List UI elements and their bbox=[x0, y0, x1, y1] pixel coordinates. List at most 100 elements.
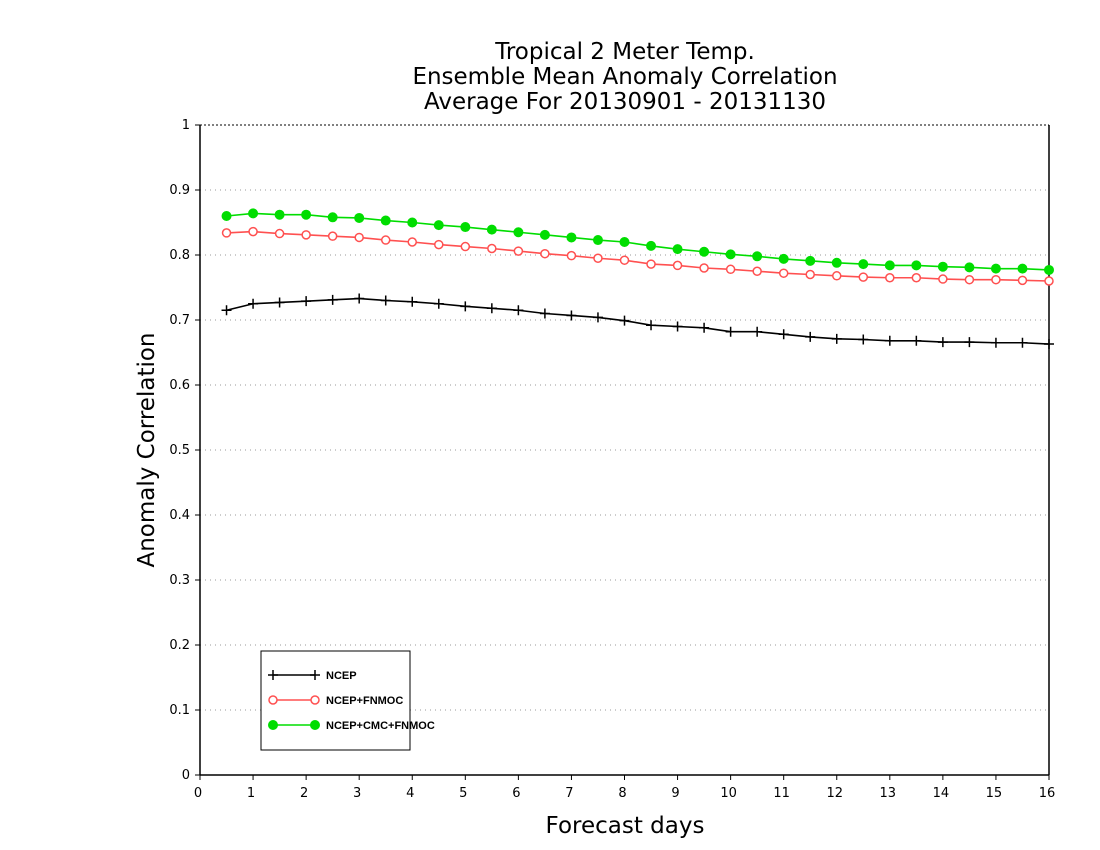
legend: NCEP NCEP+FNMOC NCEP+CMC+FNMOC bbox=[260, 650, 435, 751]
series-2-point-7 bbox=[407, 217, 418, 228]
series-1-point-0 bbox=[221, 228, 232, 238]
series-0-point-19 bbox=[725, 326, 736, 337]
series-0-point-14 bbox=[592, 312, 603, 323]
series-0-point-7 bbox=[407, 296, 418, 307]
y-tick-label-3: 0.3 bbox=[169, 573, 190, 588]
series-1-point-4 bbox=[327, 231, 338, 241]
legend-item-1: NCEP+FNMOC bbox=[268, 695, 403, 707]
series-1-point-21 bbox=[778, 268, 789, 278]
chart-title-line-3: Average For 20130901 - 20131130 bbox=[424, 89, 826, 115]
y-tick-label-0: 0 bbox=[182, 768, 190, 783]
x-tick-label-9: 9 bbox=[671, 786, 679, 801]
series-1-point-8 bbox=[434, 239, 444, 250]
legend-marker-right-1 bbox=[310, 695, 320, 705]
series-2-point-24 bbox=[858, 259, 869, 270]
series-1-point-30 bbox=[1017, 275, 1028, 286]
series-0-point-15 bbox=[619, 315, 630, 326]
legend-marker-left-1 bbox=[268, 695, 278, 705]
x-axis-label: Forecast days bbox=[546, 813, 705, 839]
x-tick-label-11: 11 bbox=[773, 786, 790, 801]
legend-item-2: NCEP+CMC+FNMOC bbox=[268, 720, 435, 732]
series-2-point-30 bbox=[1017, 263, 1028, 274]
series-0-point-21 bbox=[778, 329, 789, 340]
y-tick-label-9: 0.9 bbox=[169, 183, 190, 198]
series-0-point-22 bbox=[805, 331, 816, 342]
y-tick-label-1: 0.1 bbox=[169, 703, 190, 718]
x-tick-label-2: 2 bbox=[300, 786, 308, 801]
series-1-point-6 bbox=[380, 235, 391, 245]
series-0-point-2 bbox=[274, 297, 285, 308]
series-0-point-25 bbox=[884, 335, 895, 346]
y-tick-label-6: 0.6 bbox=[169, 378, 190, 393]
series-1-point-18 bbox=[699, 263, 709, 273]
series-2-point-27 bbox=[937, 261, 948, 272]
series-0-point-3 bbox=[301, 296, 312, 307]
series-0-point-27 bbox=[937, 337, 948, 348]
series-1-point-14 bbox=[593, 253, 603, 263]
legend-label-1: NCEP+FNMOC bbox=[326, 695, 403, 707]
series-2-point-0 bbox=[221, 211, 232, 221]
legend-label-0: NCEP bbox=[326, 670, 357, 682]
series-1-point-3 bbox=[301, 230, 311, 240]
legend-label-2: NCEP+CMC+FNMOC bbox=[326, 720, 435, 732]
chart-title-line-2: Ensemble Mean Anomaly Correlation bbox=[412, 64, 837, 90]
series-1-point-25 bbox=[885, 273, 895, 283]
series-1-point-24 bbox=[858, 272, 869, 282]
series-0-point-9 bbox=[460, 301, 471, 312]
legend-marker-left-2 bbox=[268, 720, 278, 730]
x-tick-label-4: 4 bbox=[406, 786, 414, 801]
series-1 bbox=[221, 226, 1054, 286]
series-0-point-24 bbox=[858, 334, 869, 345]
series-2-point-20 bbox=[752, 251, 763, 262]
series-1-point-12 bbox=[540, 248, 550, 259]
series-2-point-5 bbox=[354, 212, 365, 223]
series-2-point-12 bbox=[539, 229, 550, 240]
series-2-point-10 bbox=[486, 224, 497, 235]
series-0-point-20 bbox=[752, 326, 763, 337]
series-0-point-28 bbox=[964, 337, 975, 348]
series-0-point-23 bbox=[831, 333, 842, 344]
y-tick-label-10: 1 bbox=[182, 118, 190, 133]
series-0-point-12 bbox=[539, 308, 550, 319]
x-tick-label-12: 12 bbox=[826, 786, 843, 801]
y-tick-label-7: 0.7 bbox=[169, 313, 190, 328]
series-1-point-11 bbox=[513, 246, 524, 256]
series-1-point-10 bbox=[487, 243, 497, 254]
x-tick-label-1: 1 bbox=[247, 786, 255, 801]
series-2-point-15 bbox=[619, 237, 630, 247]
series-0-point-4 bbox=[327, 294, 338, 305]
series-2-point-8 bbox=[433, 220, 444, 231]
series-0-point-11 bbox=[513, 305, 524, 316]
series-0-point-6 bbox=[380, 295, 391, 306]
series-0-point-29 bbox=[990, 337, 1001, 348]
series-0-point-30 bbox=[1017, 337, 1028, 348]
series-0-point-1 bbox=[248, 298, 259, 309]
series-0 bbox=[221, 293, 1054, 350]
series-1-point-5 bbox=[354, 232, 364, 243]
x-tick-label-5: 5 bbox=[459, 786, 467, 801]
series-2-point-14 bbox=[592, 235, 603, 246]
series-1-point-9 bbox=[460, 241, 471, 252]
x-tick-label-3: 3 bbox=[353, 786, 361, 801]
series-1-point-23 bbox=[832, 271, 842, 281]
x-tick-label-16: 16 bbox=[1039, 786, 1056, 801]
series-2-point-19 bbox=[725, 249, 736, 260]
series-1-point-16 bbox=[646, 259, 656, 269]
x-tick-label-6: 6 bbox=[512, 786, 520, 801]
x-tick-label-10: 10 bbox=[720, 786, 737, 801]
series-1-point-7 bbox=[407, 237, 417, 247]
y-tick-label-2: 0.2 bbox=[169, 638, 190, 653]
series-0-point-8 bbox=[433, 298, 444, 309]
series-2-point-3 bbox=[301, 209, 312, 220]
series-2-point-28 bbox=[964, 262, 975, 273]
series-1-point-15 bbox=[619, 255, 630, 265]
series-0-point-16 bbox=[646, 320, 657, 331]
series-1-point-27 bbox=[938, 274, 948, 284]
x-tick-label-13: 13 bbox=[880, 786, 897, 801]
series-1-point-19 bbox=[725, 264, 736, 275]
series-2-point-4 bbox=[327, 212, 338, 223]
series-2-point-29 bbox=[990, 263, 1001, 274]
y-tick-label-8: 0.8 bbox=[169, 248, 190, 263]
series-0-point-31 bbox=[1044, 339, 1054, 350]
